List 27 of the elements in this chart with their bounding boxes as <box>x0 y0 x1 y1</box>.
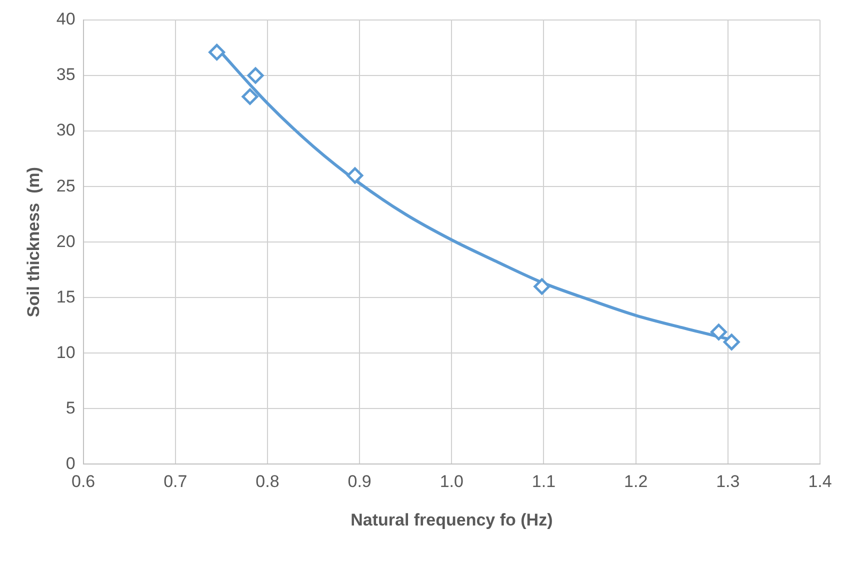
y-tick-label: 0 <box>66 454 76 473</box>
point <box>534 278 550 295</box>
x-tick-label: 1.3 <box>716 472 740 492</box>
y-tick-label: 30 <box>56 120 76 140</box>
point <box>346 167 364 184</box>
x-tick-label: 0.8 <box>256 472 280 492</box>
x-axis-title: Natural frequency fo (Hz) <box>350 510 553 530</box>
y-tick-label: 5 <box>66 398 76 418</box>
y-tick-label: 20 <box>56 232 76 251</box>
point <box>723 334 740 350</box>
y-tick-label: 10 <box>56 342 76 362</box>
x-tick-label: 0.9 <box>348 472 372 492</box>
y-tick-label: 15 <box>56 287 76 306</box>
point <box>710 324 727 340</box>
point <box>208 44 226 60</box>
x-tick-label: 1.2 <box>624 472 648 492</box>
y-tick-label: 25 <box>56 176 76 196</box>
y-tick-label: 35 <box>56 65 76 84</box>
point <box>247 67 264 84</box>
point <box>242 88 258 105</box>
x-tick-label: 1.4 <box>808 472 832 492</box>
x-tick-label: 0.6 <box>71 472 96 492</box>
x-tick-label: 0.7 <box>164 472 188 492</box>
x-tick-label: 1.0 <box>440 472 464 492</box>
x-tick-label: 1.1 <box>532 472 556 492</box>
y-axis-title: Soil thickness (m) <box>24 167 43 318</box>
y-tick-label: 40 <box>56 10 76 29</box>
